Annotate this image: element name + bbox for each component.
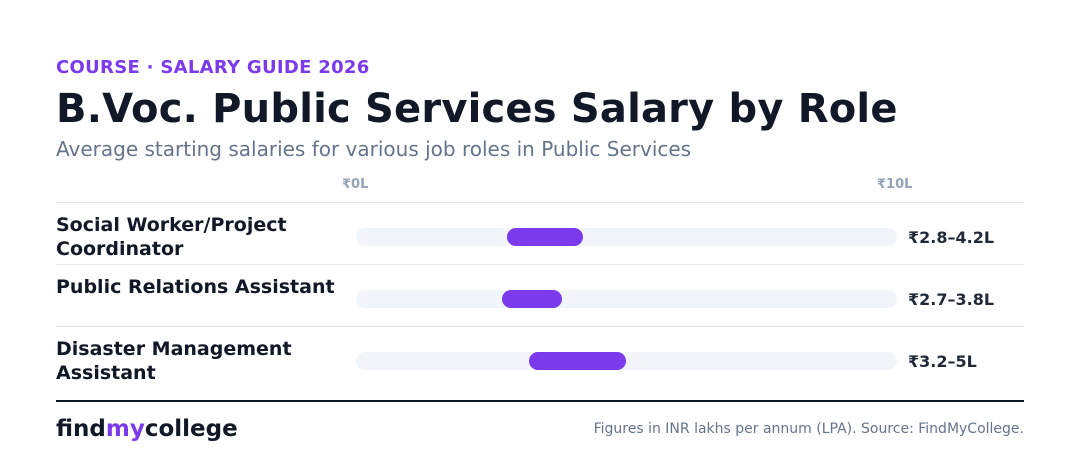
brand-my: my xyxy=(105,416,145,442)
range-label-3: ₹3.2–5L xyxy=(908,352,977,371)
subtitle: Average starting salaries for various jo… xyxy=(56,137,692,161)
range-track-1 xyxy=(356,228,897,246)
range-label-1: ₹2.8–4.2L xyxy=(908,228,995,247)
role-label-3: Disaster Management Assistant xyxy=(56,338,292,384)
header-divider xyxy=(56,202,1024,203)
role-label-1: Social Worker/Project Coordinator xyxy=(56,214,287,260)
brand-logo[interactable]: findmycollege xyxy=(56,416,238,442)
range-bar-1 xyxy=(507,228,584,246)
footer-rule xyxy=(56,400,1024,402)
row-divider-1 xyxy=(56,264,1024,265)
axis-tick-min: ₹0L xyxy=(342,177,369,192)
range-label-2: ₹2.7–3.8L xyxy=(908,290,995,309)
axis-tick-max: ₹10L xyxy=(877,177,913,192)
brand-college: college xyxy=(144,416,238,442)
range-track-2 xyxy=(356,290,897,308)
page-title: B.Voc. Public Services Salary by Role xyxy=(56,86,898,132)
row-divider-2 xyxy=(56,326,1024,327)
range-bar-2 xyxy=(502,290,562,308)
source-note: Figures in INR lakhs per annum (LPA). So… xyxy=(593,421,1024,437)
range-bar-3 xyxy=(529,352,627,370)
role-label-2: Public Relations Assistant xyxy=(56,276,335,298)
brand-find: find xyxy=(56,416,106,442)
range-track-3 xyxy=(356,352,897,370)
eyebrow: COURSE · SALARY GUIDE 2026 xyxy=(56,57,370,78)
